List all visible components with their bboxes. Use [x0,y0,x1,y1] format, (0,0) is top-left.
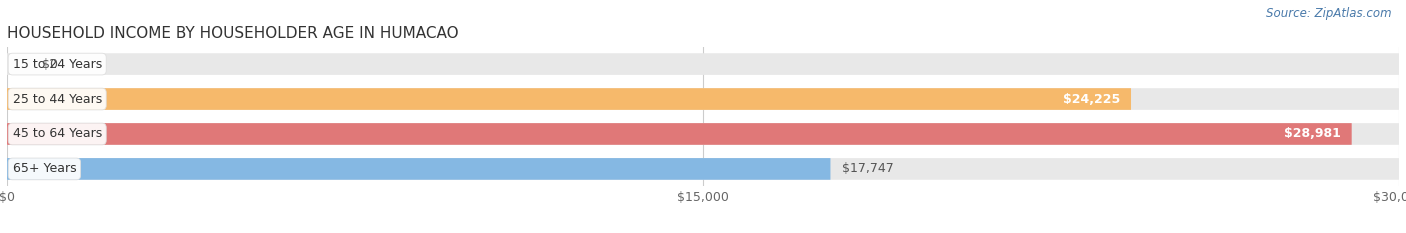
FancyBboxPatch shape [7,123,1351,145]
FancyBboxPatch shape [7,88,1399,110]
Text: $24,225: $24,225 [1063,93,1121,106]
FancyBboxPatch shape [7,88,1130,110]
FancyBboxPatch shape [7,158,831,180]
Text: 25 to 44 Years: 25 to 44 Years [13,93,101,106]
Text: Source: ZipAtlas.com: Source: ZipAtlas.com [1267,7,1392,20]
Text: 65+ Years: 65+ Years [13,162,76,175]
FancyBboxPatch shape [7,158,1399,180]
FancyBboxPatch shape [7,123,1399,145]
FancyBboxPatch shape [7,53,1399,75]
Text: 45 to 64 Years: 45 to 64 Years [13,127,101,140]
Text: $28,981: $28,981 [1284,127,1340,140]
Text: 15 to 24 Years: 15 to 24 Years [13,58,101,71]
Text: $17,747: $17,747 [842,162,893,175]
Text: $0: $0 [42,58,58,71]
Text: HOUSEHOLD INCOME BY HOUSEHOLDER AGE IN HUMACAO: HOUSEHOLD INCOME BY HOUSEHOLDER AGE IN H… [7,26,458,41]
